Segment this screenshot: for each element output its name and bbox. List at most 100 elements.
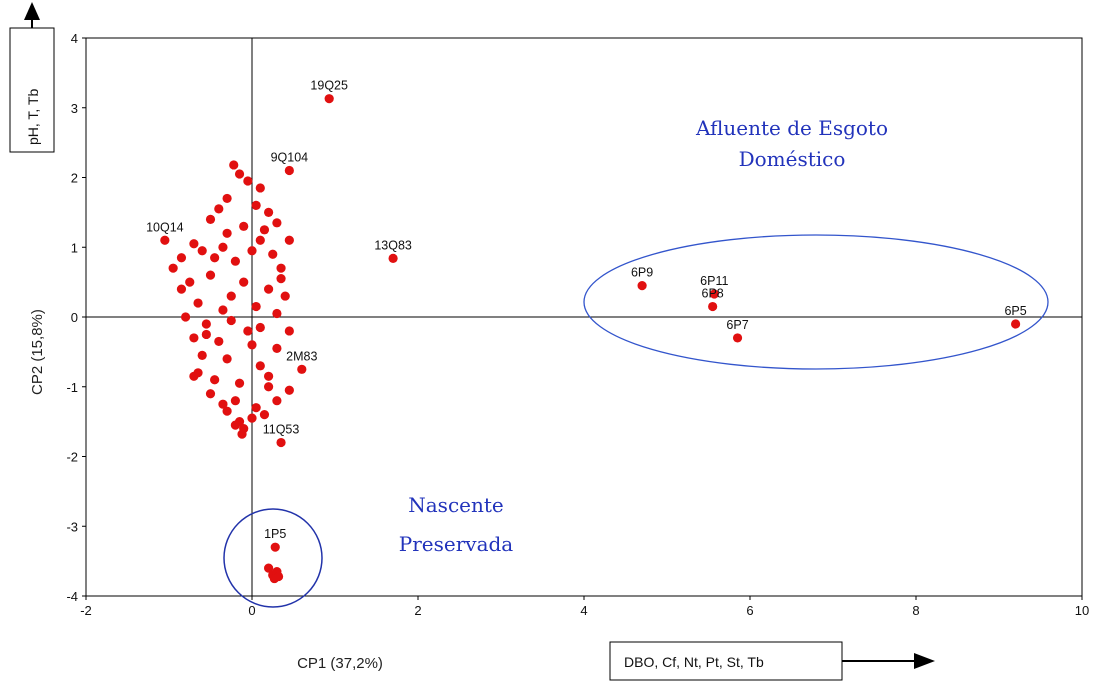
x-tick-label: 8 [912,603,919,618]
data-point [189,239,199,249]
x-tick-label: 4 [580,603,587,618]
x-tick-label: 10 [1075,603,1089,618]
data-point [176,253,187,263]
data-point [284,326,294,336]
data-point [205,214,216,224]
y-variable-group: pH, T, Tb [9,2,55,153]
y-tick-label: 4 [71,31,78,46]
y-tick-label: -1 [66,380,78,395]
data-point [268,249,278,259]
point-label: 19Q25 [310,79,348,93]
data-point [229,160,239,170]
data-point [276,274,286,284]
spring-group-circle [223,508,323,608]
data-point [193,298,203,308]
data-point [185,277,195,287]
x-tick-label: 6 [746,603,753,618]
data-point [210,253,220,263]
data-point [255,361,265,371]
y-variable-box-label: pH, T, Tb [25,88,41,145]
data-point [168,263,178,273]
y-axis-title: CP2 (15,8%) [29,309,46,395]
labeled-data-point [708,301,718,312]
data-point [226,291,236,301]
data-point [251,200,261,210]
data-point [218,242,228,252]
data-point [284,385,294,395]
y-tick-label: 0 [71,310,78,325]
labeled-data-point [1011,319,1021,329]
zero-lines [86,38,1082,596]
data-point [259,410,270,420]
data-point [276,263,286,273]
labeled-data-point [388,253,398,264]
data-point [189,371,199,381]
data-point [272,308,282,319]
labeled-data-point [276,437,286,448]
data-point [255,322,265,333]
point-label: 13Q83 [374,238,412,252]
point-label: 10Q14 [146,220,184,234]
data-point [230,420,240,430]
data-point [264,563,274,573]
data-point [222,354,232,364]
data-point [181,312,191,322]
labeled-data-point [297,364,307,374]
y-tick-label: -4 [66,589,78,604]
data-point [239,221,249,231]
data-point [197,246,207,256]
data-point [234,169,245,179]
data-point [247,246,257,256]
spring-annotation-line2: Preservada [399,532,514,556]
y-tick-label: -3 [66,519,78,534]
x-tick-label: 2 [414,603,421,618]
y-tick-label: 3 [71,101,78,116]
labeled-data-point [709,289,719,299]
point-label: 9Q104 [271,151,309,165]
data-point [218,305,228,315]
data-point [205,270,216,280]
data-point [247,413,257,423]
data-point [222,406,232,416]
data-point [247,340,257,350]
data-point [259,225,270,235]
data-point [226,315,236,326]
spring-annotation-line1: Nascente [408,493,503,517]
data-point [264,382,274,392]
point-label: 6P7 [726,318,748,332]
data-point [251,403,261,413]
data-point [255,235,265,245]
data-point [214,336,224,347]
data-point [237,429,247,439]
y-tick-label: 1 [71,240,78,255]
effluent-annotation-line1: Afluente de Esgoto [695,116,888,140]
data-point [280,291,290,301]
data-point [255,183,265,193]
x-variable-box-label: DBO, Cf, Nt, Pt, St, Tb [624,654,764,670]
data-point [273,571,284,582]
data-point [264,284,274,294]
effluent-group-ellipse [583,234,1049,370]
y-arrow-head [24,2,40,20]
x-tick-label: 0 [248,603,255,618]
x-tick-label: -2 [80,603,92,618]
point-label: 6P8 [702,287,724,301]
point-label: 6P9 [631,266,653,280]
data-point [272,396,282,406]
labeled-data-point [270,542,280,552]
data-point [214,204,224,214]
y-tick-label: 2 [71,171,78,186]
data-point [230,256,240,266]
data-point [239,277,249,287]
x-arrow-head [914,653,935,669]
labeled-data-point [637,281,647,291]
x-variable-group: DBO, Cf, Nt, Pt, St, Tb [609,641,935,681]
data-point [243,176,253,186]
x-variable-box [609,641,843,681]
point-label: 11Q53 [263,423,300,437]
data-point [189,333,199,343]
data-point [222,228,232,238]
